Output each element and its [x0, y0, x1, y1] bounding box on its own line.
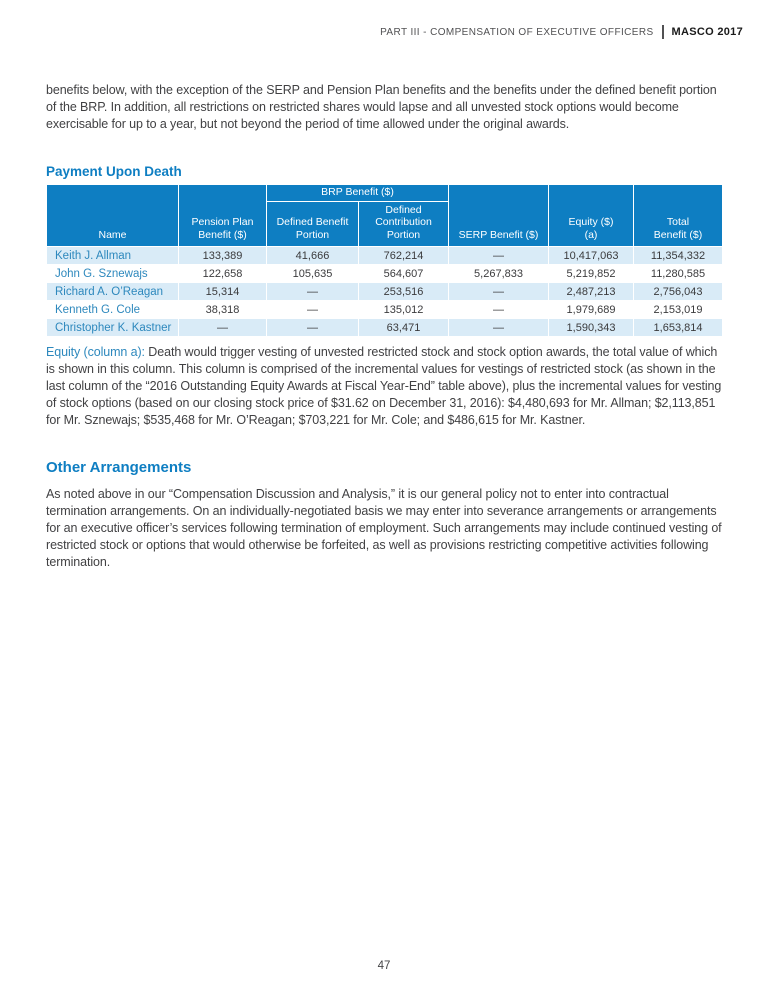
running-head-divider: [661, 25, 664, 39]
cell-defined-contribution-portion: 253,516: [357, 282, 450, 301]
cell-equity: 1,979,689: [548, 300, 635, 319]
cell-defined-contribution-portion: 135,012: [357, 300, 450, 319]
cell-serp-benefit: —: [448, 318, 550, 337]
cell-total-benefit: 11,280,585: [633, 264, 724, 283]
cell-defined-benefit-portion: —: [266, 282, 359, 301]
cell-defined-benefit-portion: 105,635: [266, 264, 359, 283]
column-header-serp-benefit: SERP Benefit ($): [448, 184, 550, 247]
other-arrangements-heading: Other Arrangements: [46, 459, 192, 476]
table-row-oreagan: Richard A. O’Reagan 15,314 — 253,516 — 2…: [46, 282, 724, 301]
equity-footnote-paragraph: Equity (column a): Death would trigger v…: [46, 344, 726, 429]
cell-equity: 1,590,343: [548, 318, 635, 337]
cell-pension-plan-benefit: —: [178, 318, 267, 337]
cell-equity: 2,487,213: [548, 282, 635, 301]
equity-footnote-lead: Equity (column a):: [46, 345, 145, 359]
table-row-kastner: Christopher K. Kastner — — 63,471 — 1,59…: [46, 318, 724, 337]
column-header-total-benefit: Total Benefit ($): [633, 184, 724, 247]
payment-upon-death-table: Name Pension Plan Benefit ($) BRP Benefi…: [46, 184, 724, 337]
cell-defined-contribution-portion: 564,607: [357, 264, 450, 283]
equity-footnote-text: Death would trigger vesting of unvested …: [46, 345, 722, 427]
cell-executive-name: Richard A. O’Reagan: [46, 282, 179, 301]
cell-defined-benefit-portion: 41,666: [266, 246, 359, 265]
column-header-defined-contribution-portion: Defined Contribution Portion: [357, 200, 450, 247]
cell-defined-benefit-portion: —: [266, 318, 359, 337]
cell-serp-benefit: 5,267,833: [448, 264, 550, 283]
running-head-brand: MASCO 2017: [671, 26, 743, 38]
column-header-name: Name: [46, 184, 179, 247]
cell-defined-contribution-portion: 762,214: [357, 246, 450, 265]
cell-executive-name: Kenneth G. Cole: [46, 300, 179, 319]
table-body: Keith J. Allman 133,389 41,666 762,214 —…: [46, 246, 724, 337]
cell-defined-benefit-portion: —: [266, 300, 359, 319]
table-row-sznewajs: John G. Sznewajs 122,658 105,635 564,607…: [46, 264, 724, 283]
cell-executive-name: Keith J. Allman: [46, 246, 179, 265]
running-head-section-title: PART III - COMPENSATION OF EXECUTIVE OFF…: [380, 26, 654, 38]
cell-executive-name: Christopher K. Kastner: [46, 318, 179, 337]
cell-equity: 10,417,063: [548, 246, 635, 265]
cell-pension-plan-benefit: 133,389: [178, 246, 267, 265]
payment-upon-death-heading: Payment Upon Death: [46, 164, 182, 179]
cell-serp-benefit: —: [448, 282, 550, 301]
payment-upon-death-table-wrap: Name Pension Plan Benefit ($) BRP Benefi…: [46, 184, 724, 337]
cell-serp-benefit: —: [448, 300, 550, 319]
table-row-allman: Keith J. Allman 133,389 41,666 762,214 —…: [46, 246, 724, 265]
column-header-pension-plan-benefit: Pension Plan Benefit ($): [178, 184, 267, 247]
cell-pension-plan-benefit: 38,318: [178, 300, 267, 319]
cell-total-benefit: 2,756,043: [633, 282, 724, 301]
cell-serp-benefit: —: [448, 246, 550, 265]
cell-executive-name: John G. Sznewajs: [46, 264, 179, 283]
other-arrangements-paragraph: As noted above in our “Compensation Disc…: [46, 487, 722, 569]
cell-equity: 5,219,852: [548, 264, 635, 283]
table-row-cole: Kenneth G. Cole 38,318 — 135,012 — 1,979…: [46, 300, 724, 319]
cell-defined-contribution-portion: 63,471: [357, 318, 450, 337]
table-header: Name Pension Plan Benefit ($) BRP Benefi…: [46, 184, 724, 247]
cell-total-benefit: 2,153,019: [633, 300, 724, 319]
running-head: PART III - COMPENSATION OF EXECUTIVE OFF…: [380, 25, 743, 39]
column-group-header-brp-benefit: BRP Benefit ($): [265, 184, 450, 202]
cell-total-benefit: 11,354,332: [633, 246, 724, 265]
column-header-equity: Equity ($) (a): [548, 184, 635, 247]
cell-total-benefit: 1,653,814: [633, 318, 724, 337]
intro-paragraph: benefits below, with the exception of th…: [46, 83, 717, 131]
cell-pension-plan-benefit: 15,314: [178, 282, 267, 301]
cell-pension-plan-benefit: 122,658: [178, 264, 267, 283]
page-number: 47: [377, 960, 391, 972]
column-header-defined-benefit-portion: Defined Benefit Portion: [266, 200, 359, 247]
